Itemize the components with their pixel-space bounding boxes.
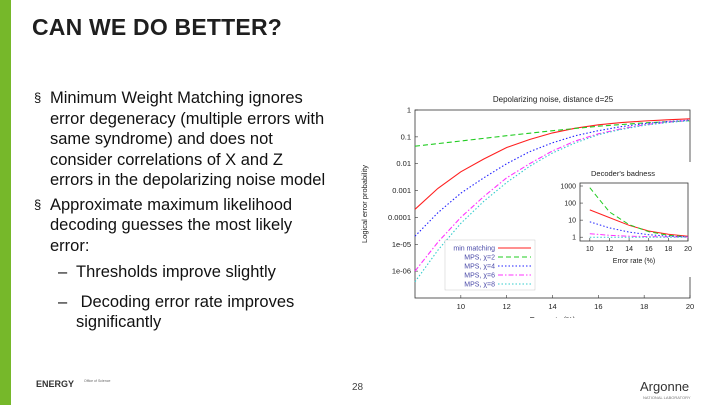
sub-bullet-marker: – bbox=[58, 263, 68, 281]
bullet-line: decoding guesses the most likely bbox=[50, 216, 293, 234]
x-axis-label: Error rate (%) bbox=[530, 315, 576, 318]
inset-title: Decoder's badness bbox=[591, 169, 655, 178]
bullet-item: § Minimum Weight Matching ignores error … bbox=[34, 88, 364, 191]
x-tick-label: 14 bbox=[548, 302, 556, 311]
bullet-text: Approximate maximum likelihood decoding … bbox=[50, 195, 364, 257]
bullet-line: Minimum Weight Matching ignores bbox=[50, 89, 303, 107]
x-tick-label: 10 bbox=[457, 302, 465, 311]
legend: min matching MPS, χ=2 MPS, χ=4 MPS, χ=6 MPS,… bbox=[444, 239, 536, 291]
sub-bullet-line: Decoding error rate improves bbox=[76, 292, 295, 311]
argonne-logo: Argonne bbox=[640, 379, 690, 394]
y-tick-label: 0.0001 bbox=[388, 213, 411, 222]
y-tick-label: 0.01 bbox=[396, 159, 411, 168]
chart-title: Depolarizing noise, distance d=25 bbox=[493, 95, 614, 104]
inset-frame bbox=[579, 182, 689, 242]
bullet-text: Minimum Weight Matching ignores error de… bbox=[50, 88, 364, 191]
x-tick-label: 18 bbox=[664, 246, 672, 253]
y-tick-label: 0.1 bbox=[401, 132, 411, 141]
x-tick-label: 10 bbox=[586, 246, 594, 253]
series-line-4 bbox=[414, 119, 691, 272]
bullet-marker: § bbox=[34, 196, 42, 212]
series-line-2 bbox=[589, 187, 689, 238]
y-tick-label: 1e-05 bbox=[392, 240, 411, 249]
x-axis-label: Error rate (%) bbox=[613, 258, 655, 265]
y-tick-label: 1e-06 bbox=[392, 267, 411, 276]
sub-bullet-marker: – bbox=[58, 292, 68, 311]
legend-label: MPS, χ=6 bbox=[464, 273, 495, 280]
y-tick-label: 0.001 bbox=[392, 186, 411, 195]
page-number: 28 bbox=[352, 382, 364, 393]
accent-bar bbox=[0, 0, 11, 405]
y-tick-label: 1000 bbox=[560, 184, 576, 191]
x-tick-label: 12 bbox=[502, 302, 510, 311]
doe-caption: Office of Science bbox=[84, 379, 111, 383]
series-line-1 bbox=[414, 118, 691, 210]
bullet-line: error degeneracy (multiple errors with bbox=[50, 109, 325, 128]
series-line-2 bbox=[414, 120, 691, 147]
bullet-line: same syndrome) and does not bbox=[50, 130, 273, 148]
legend-label: MPS, χ=4 bbox=[464, 264, 495, 271]
y-tick-label: 1 bbox=[407, 106, 411, 115]
bullet-list: § Minimum Weight Matching ignores error … bbox=[34, 88, 364, 333]
x-tick-label: 18 bbox=[640, 302, 648, 311]
x-tick-label: 14 bbox=[625, 246, 633, 253]
y-tick-label: 100 bbox=[564, 201, 576, 208]
slide-title: CAN WE DO BETTER? bbox=[32, 14, 282, 40]
error-rate-chart: 10 12 14 16 18 20 1 0.1 0.01 0.001 0.0001 1e-05 1e-0… bbox=[360, 95, 694, 318]
x-tick-label: 16 bbox=[594, 302, 602, 311]
x-tick-label: 20 bbox=[686, 302, 694, 311]
sub-bullet-line: significantly bbox=[76, 313, 162, 331]
y-tick-label: 10 bbox=[568, 218, 576, 225]
sub-bullet-item: – Decoding error rate improves significa… bbox=[34, 292, 364, 333]
y-axis-label: Logical error probability bbox=[360, 165, 369, 243]
bullet-line: error: bbox=[50, 236, 90, 255]
series-line-5 bbox=[414, 120, 691, 283]
y-tick-label: 1 bbox=[572, 235, 576, 242]
bullet-item: § Approximate maximum likelihood decodin… bbox=[34, 195, 364, 257]
bullet-line: Approximate maximum likelihood bbox=[50, 195, 293, 214]
argonne-caption: NATIONAL LABORATORY bbox=[643, 395, 691, 400]
legend-label: MPS, χ=2 bbox=[464, 255, 495, 262]
x-tick-label: 12 bbox=[606, 246, 614, 253]
bullet-marker: § bbox=[34, 90, 42, 105]
doe-logo: ENERGY bbox=[36, 379, 75, 389]
sub-bullet-line: Thresholds improve slightly bbox=[76, 263, 276, 281]
legend-label: min matching bbox=[453, 246, 495, 253]
bullet-line: consider correlations of X and Z bbox=[50, 150, 283, 169]
sub-bullet-item: – Thresholds improve slightly bbox=[34, 262, 364, 283]
legend-label: MPS, χ=8 bbox=[464, 282, 495, 289]
x-tick-label: 16 bbox=[645, 246, 653, 253]
x-tick-label: 20 bbox=[684, 246, 692, 253]
bullet-line: errors in the depolarizing noise model bbox=[50, 171, 326, 189]
